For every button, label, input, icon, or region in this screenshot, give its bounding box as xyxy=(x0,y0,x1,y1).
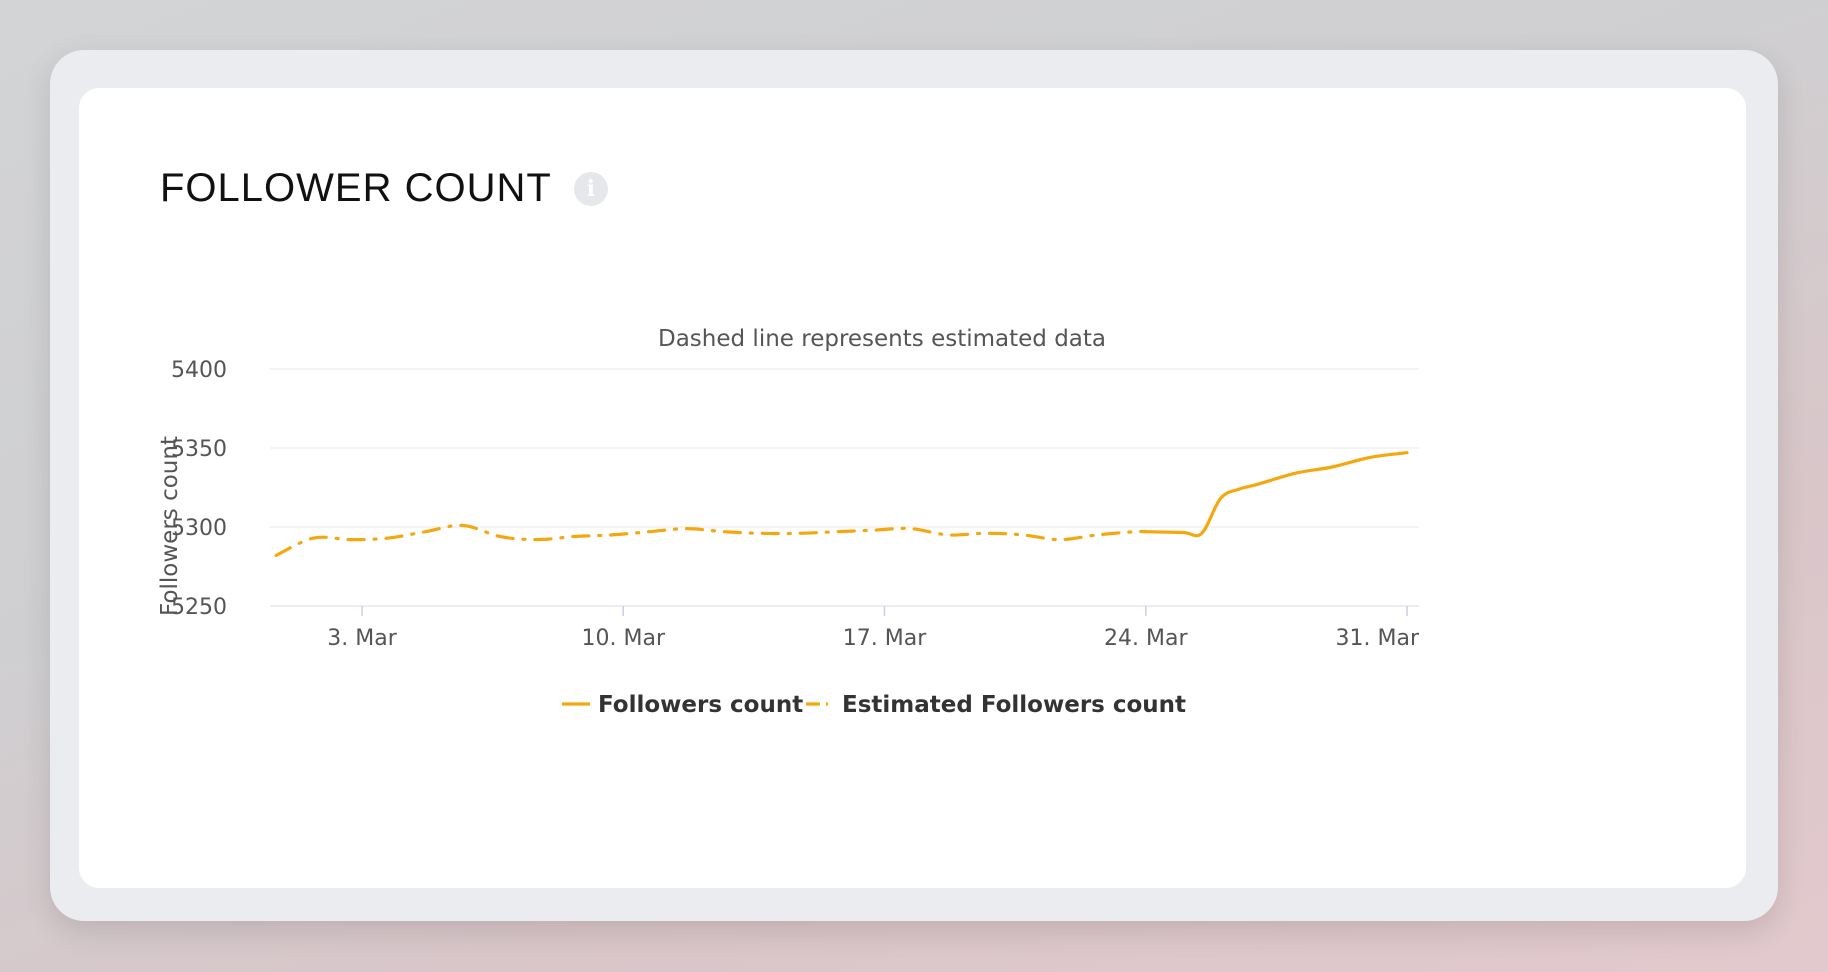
legend-label: Estimated Followers count xyxy=(842,692,1186,718)
follower-count-card: FOLLOWER COUNT i 5250 5300 5350 5400 3. Mar 1… xyxy=(79,88,1746,888)
series-line-followers[interactable] xyxy=(1144,451,1409,538)
series-line-estimated[interactable] xyxy=(274,523,1148,557)
y-tick-label: 5250 xyxy=(171,595,227,620)
chart-subtitle: Dashed line represents estimated data xyxy=(658,326,1106,352)
x-tick-label: 10. Mar xyxy=(582,626,666,651)
card-header: FOLLOWER COUNT i xyxy=(160,166,608,211)
follower-chart: 5250 5300 5350 5400 3. Mar 10. Mar 17. Mar 24. … xyxy=(157,326,1420,718)
x-tick-label: 24. Mar xyxy=(1104,626,1188,651)
legend-item[interactable]: Estimated Followers count xyxy=(806,692,1186,718)
x-tick-label: 17. Mar xyxy=(843,626,927,651)
info-icon[interactable]: i xyxy=(573,171,608,206)
y-tick-label: 5350 xyxy=(171,437,227,462)
y-axis-label: Followers count xyxy=(157,436,183,616)
y-tick-label: 5400 xyxy=(171,358,227,383)
card-title: FOLLOWER COUNT xyxy=(160,166,552,210)
legend-item[interactable]: Followers count xyxy=(562,692,803,718)
x-tick-label: 31. Mar xyxy=(1336,626,1420,651)
outer-frame: FOLLOWER COUNT i 5250 5300 5350 5400 3. Mar 1… xyxy=(50,50,1778,921)
y-tick-label: 5300 xyxy=(171,516,227,541)
x-tick-label: 3. Mar xyxy=(327,626,397,651)
legend-label: Followers count xyxy=(598,692,803,718)
